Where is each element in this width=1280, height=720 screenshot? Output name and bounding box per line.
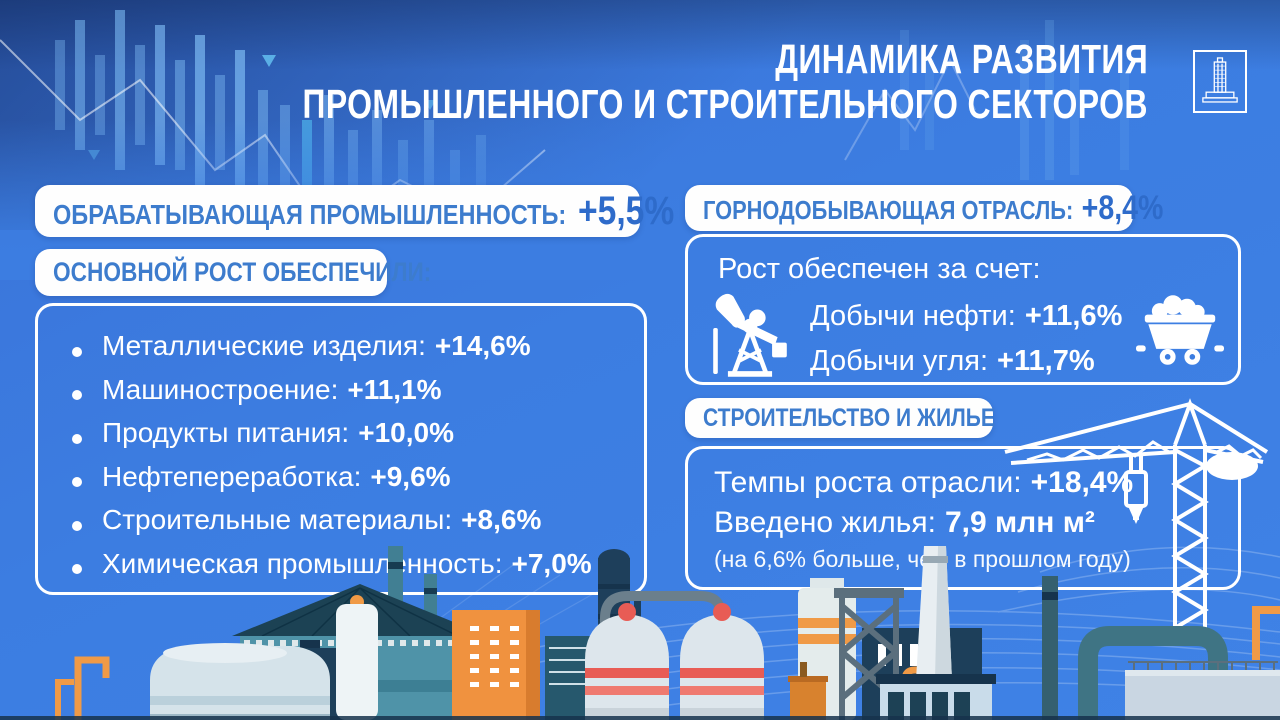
list-item: Металлические изделия: +14,6% [72, 330, 644, 374]
list-item: Продукты питания: +10,0% [72, 417, 644, 461]
coal-cart-icon [1136, 295, 1224, 365]
mining-badge: ГОРНОДОБЫВАЮЩАЯ ОТРАСЛЬ: +8,4% [685, 185, 1163, 231]
list-item-value: +7,0% [511, 547, 592, 579]
construction-row: Темпы роста отрасли: +18,4% [714, 463, 1238, 503]
mining-row-value: +11,7% [997, 345, 1095, 377]
construction-row-value: +18,4% [1030, 466, 1134, 499]
list-item-value: +8,6% [461, 504, 542, 535]
list-item: Строительные материалы: +8,6% [72, 504, 644, 548]
mining-row-label: Добычи угля: [810, 345, 989, 377]
list-item: Нефтепереработка: +9,6% [72, 461, 644, 505]
bullet-icon [72, 520, 82, 531]
government-building-icon [1202, 56, 1238, 103]
mining-row: Добычи угля: +11,7% [810, 339, 1122, 384]
list-item-value: +9,6% [370, 460, 451, 492]
list-item-label: Нефтепереработка: [102, 460, 362, 492]
list-item: Машиностроение: +11,1% [72, 374, 644, 418]
construction-box: Темпы роста отрасли: +18,4% Введено жиль… [685, 446, 1241, 590]
manufacturing-label: ОБРАБАТЫВАЮЩАЯ ПРОМЫШЛЕННОСТЬ: [53, 198, 567, 230]
mining-row-value: +11,6% [1024, 300, 1123, 332]
list-item-label: Строительные материалы: [102, 504, 453, 535]
growth-heading-label: ОСНОВНОЙ РОСТ ОБЕСПЕЧИЛИ: [53, 257, 432, 287]
bullet-icon [72, 477, 82, 488]
mining-label: ГОРНОДОБЫВАЮЩАЯ ОТРАСЛЬ: [703, 194, 1074, 225]
construction-row-label: Введено жилья: [714, 506, 936, 539]
manufacturing-value: +5,5% [578, 188, 675, 233]
list-item-label: Металлические изделия: [102, 330, 426, 361]
construction-row-value: 7,9 млн м² [944, 506, 1095, 539]
list-item-label: Продукты питания: [102, 417, 350, 448]
list-item-value: +11,1% [347, 373, 442, 405]
construction-note: (на 6,6% больше, чем в прошлом году) [714, 546, 1131, 572]
manufacturing-badge: ОБРАБАТЫВАЮЩАЯ ПРОМЫШЛЕННОСТЬ: +5,5% [35, 185, 674, 237]
bullet-icon [72, 346, 82, 357]
growth-heading-badge: ОСНОВНОЙ РОСТ ОБЕСПЕЧИЛИ: [35, 249, 431, 296]
list-item-label: Машиностроение: [102, 373, 339, 405]
page-title-line2: ПРОМЫШЛЕННОГО И СТРОИТЕЛЬНОГО СЕКТОРОВ [302, 81, 1148, 127]
mining-row-label: Добычи нефти: [810, 300, 1016, 332]
page-title-line1: ДИНАМИКА РАЗВИТИЯ [775, 36, 1148, 82]
mining-heading: Рост обеспечен за счет: [718, 253, 1041, 285]
mining-value: +8,4% [1081, 188, 1164, 227]
construction-label: СТРОИТЕЛЬСТВО И ЖИЛЬЕ [703, 403, 995, 432]
mining-row: Добычи нефти: +11,6% [810, 294, 1122, 339]
bullet-icon [72, 390, 82, 401]
manufacturing-list-box: Металлические изделия: +14,6% Машиностро… [35, 303, 647, 595]
mining-box: Рост обеспечен за счет: Добычи нефти: +1… [685, 234, 1241, 385]
oil-pump-jack-icon [713, 293, 787, 377]
construction-row-label: Темпы роста отрасли: [714, 466, 1022, 499]
logo [1193, 50, 1247, 113]
bullet-icon [72, 564, 82, 575]
construction-row: Введено жилья: 7,9 млн м² [714, 503, 1238, 543]
list-item-label: Химическая промышленность: [102, 547, 503, 579]
list-item-value: +14,6% [434, 330, 531, 361]
construction-badge: СТРОИТЕЛЬСТВО И ЖИЛЬЕ [685, 398, 995, 438]
list-item: Химическая промышленность: +7,0% [72, 548, 644, 592]
bullet-icon [72, 433, 82, 444]
list-item-value: +10,0% [358, 417, 454, 448]
